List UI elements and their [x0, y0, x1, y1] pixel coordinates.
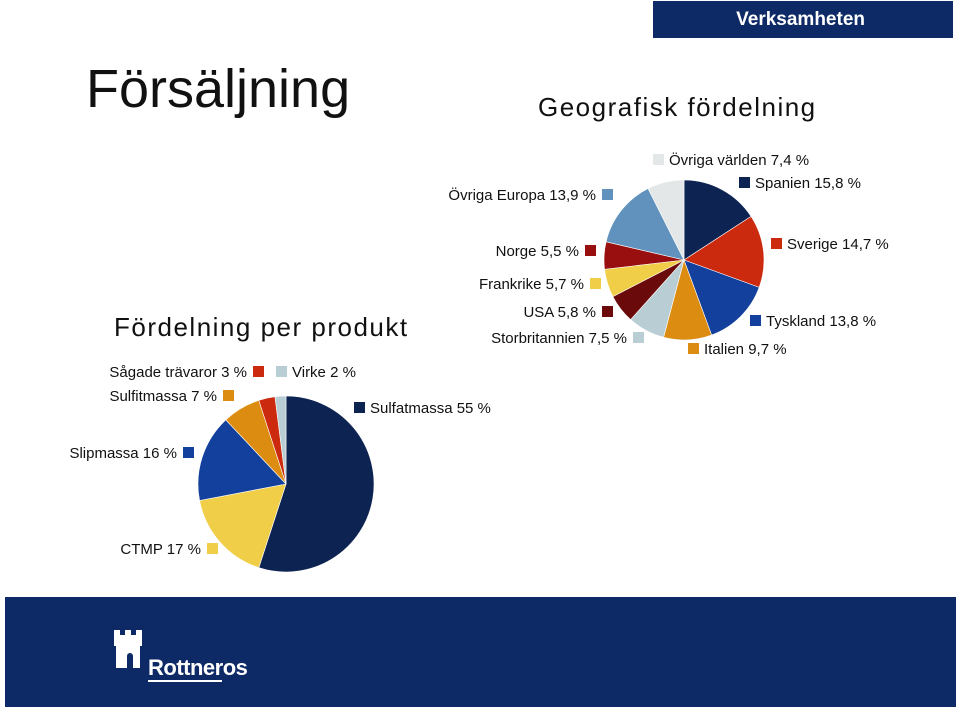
- pie-slice: [274, 395, 287, 485]
- section-tag: Verksamheten: [653, 1, 953, 38]
- pie-label: Virke 2 %: [292, 364, 356, 381]
- legend-swatch: [653, 154, 664, 165]
- pie-label: Storbritannien 7,5 %: [491, 330, 627, 347]
- pie-label: USA 5,8 %: [523, 304, 596, 321]
- legend-swatch: [688, 343, 699, 354]
- geographic-pie-chart: Spanien 15,8 % Sverige 14,7 % Tyskland 13,…: [448, 151, 888, 358]
- pie-slice: [683, 179, 752, 261]
- pie-label: Tyskland 13,8 %: [766, 313, 876, 330]
- product-pie-chart: Sulfatmassa 55 % CTMP 17 % Slipmassa 16 % S…: [69, 364, 491, 573]
- pie-label: Övriga världen 7,4 %: [669, 151, 809, 169]
- legend-swatch: [253, 366, 264, 377]
- legend-swatch: [739, 177, 750, 188]
- legend-swatch: [633, 332, 644, 343]
- pie-slice: [683, 259, 760, 336]
- pie-slice: [258, 395, 375, 573]
- legend-swatch: [585, 245, 596, 256]
- legend-swatch: [602, 189, 613, 200]
- pie-slice: [199, 483, 287, 569]
- pie-slice: [605, 188, 685, 261]
- pie-label: Sågade trävaror 3 %: [109, 364, 247, 381]
- legend-swatch: [207, 543, 218, 554]
- pie-label: Sulfitmassa 7 %: [109, 388, 217, 405]
- legend-swatch: [590, 278, 601, 289]
- legend-swatch: [183, 447, 194, 458]
- pie-label: Sulfatmassa 55 %: [370, 400, 491, 417]
- pie-label: Italien 9,7 %: [704, 341, 787, 358]
- legend-swatch: [750, 315, 761, 326]
- legend-swatch: [602, 306, 613, 317]
- pie-slice: [683, 216, 765, 288]
- pie-label: Slipmassa 16 %: [69, 445, 177, 462]
- rottneros-logo-icon: [114, 630, 142, 668]
- pie-label: CTMP 17 %: [120, 541, 201, 558]
- geographic-chart-title: Geografisk fördelning: [538, 92, 817, 122]
- pie-slice: [197, 419, 287, 501]
- page-title: Försäljning: [86, 59, 351, 119]
- pie-label: Övriga Europa 13,9 %: [448, 186, 596, 204]
- legend-swatch: [223, 390, 234, 401]
- pie-label: Frankrike 5,7 %: [479, 276, 584, 293]
- pie-slice: [647, 179, 685, 261]
- footer-bar: [5, 597, 956, 707]
- legend-swatch: [771, 238, 782, 249]
- pie-label: Sverige 14,7 %: [787, 236, 889, 253]
- pie-charts: Spanien 15,8 % Sverige 14,7 % Tyskland 13,…: [69, 151, 889, 573]
- product-chart-title: Fördelning per produkt: [114, 312, 409, 342]
- pie-label: Norge 5,5 %: [496, 243, 579, 260]
- logo-text: Rottneros: [148, 655, 248, 680]
- legend-swatch: [354, 402, 365, 413]
- logo-underline: [148, 680, 222, 682]
- pie-label: Spanien 15,8 %: [755, 175, 861, 192]
- legend-swatch: [276, 366, 287, 377]
